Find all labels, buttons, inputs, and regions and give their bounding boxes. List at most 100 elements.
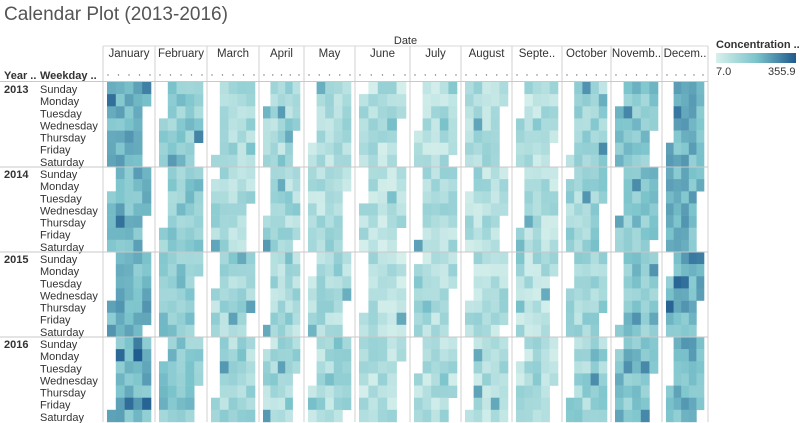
heatmap-cell (133, 312, 143, 326)
heatmap-cell (124, 215, 134, 228)
heatmap-cell (414, 397, 423, 411)
heatmap-cell (422, 397, 432, 411)
heatmap-cell (623, 142, 633, 156)
heatmap-cell (387, 118, 397, 131)
heatmap-cell (211, 191, 221, 204)
heatmap-cell (368, 179, 379, 192)
weekday-label: Wednesday (40, 375, 98, 387)
heatmap-cell (263, 385, 271, 398)
heatmap-cell (473, 142, 483, 156)
heatmap-cell (359, 385, 369, 398)
heatmap-cell (490, 154, 500, 168)
heatmap-cell (490, 361, 500, 374)
week-tick-dot (117, 74, 120, 76)
heatmap-cell (285, 288, 293, 301)
heatmap-cell (270, 337, 279, 350)
heatmap-cell (696, 94, 705, 107)
heatmap-cell (292, 276, 301, 289)
heatmap-cell (368, 264, 379, 277)
heatmap-cell (566, 215, 575, 228)
heatmap-cell (598, 373, 608, 386)
heatmap-cell (490, 276, 500, 289)
heatmap-cell (448, 337, 458, 350)
heatmap-cell (582, 191, 591, 204)
heatmap-cell (325, 373, 335, 386)
heatmap-cell (387, 264, 397, 277)
heatmap-cell (316, 288, 326, 301)
heatmap-cells (107, 82, 705, 423)
heatmap-cell (377, 239, 388, 253)
heatmap-cell (532, 397, 542, 411)
heatmap-cell (524, 82, 534, 95)
month-label: February (158, 48, 204, 60)
heatmap-cell (681, 94, 690, 107)
heatmap-cell (566, 203, 575, 216)
heatmap-cell (574, 179, 583, 192)
heatmap-cell (285, 337, 293, 350)
week-tick-dot (646, 74, 648, 76)
heatmap-cell (623, 215, 633, 228)
heatmap-cell (377, 409, 388, 423)
heatmap-cell (194, 361, 204, 374)
heatmap-cell (124, 324, 134, 338)
weekday-label: Sunday (40, 254, 78, 266)
heatmap-cell (465, 106, 474, 119)
heatmap-cell (325, 312, 335, 326)
heatmap-cell (590, 239, 600, 253)
week-tick-dot (576, 74, 578, 76)
heatmap-cell (688, 167, 697, 180)
heatmap-cell (673, 276, 682, 289)
heatmap-cell (237, 409, 247, 423)
heatmap-cell (632, 349, 642, 362)
heatmap-cell (342, 142, 352, 156)
weekday-label: Saturday (40, 242, 85, 254)
heatmap-cell (640, 409, 650, 423)
heatmap-cell (590, 118, 600, 131)
heatmap-cell (439, 373, 449, 386)
heatmap-cell (237, 349, 247, 362)
heatmap-cell (107, 191, 117, 204)
heatmap-cell (465, 191, 474, 204)
heatmap-cell (541, 312, 550, 326)
heatmap-cell (524, 264, 534, 277)
weekday-label: Friday (40, 145, 71, 157)
heatmap-cell (333, 385, 343, 398)
heatmap-cell (246, 191, 256, 204)
week-tick-dot (635, 74, 638, 76)
heatmap-cell (342, 397, 352, 411)
heatmap-cell (640, 324, 650, 338)
heatmap-cell (473, 264, 483, 277)
heatmap-cell (590, 300, 600, 313)
heatmap-cell (316, 142, 326, 156)
heatmap-cell (574, 361, 583, 374)
heatmap-cell (124, 154, 134, 168)
week-tick-dot (159, 74, 161, 76)
weekday-label: Tuesday (40, 193, 82, 205)
heatmap-cell (482, 215, 492, 228)
heatmap-cell (623, 94, 633, 107)
heatmap-cell (448, 94, 458, 107)
heatmap-cell (133, 349, 143, 362)
heatmap-cell (649, 300, 659, 313)
heatmap-cell (696, 337, 705, 350)
heatmap-cell (263, 373, 271, 386)
heatmap-cell (632, 312, 642, 326)
heatmap-cell (566, 300, 575, 313)
heatmap-cell (211, 203, 221, 216)
heatmap-cell (439, 409, 449, 423)
heatmap-cell (473, 324, 483, 338)
heatmap-cell (574, 203, 583, 216)
legend-min-label: 7.0 (716, 66, 732, 78)
heatmap-cell (688, 337, 697, 350)
week-tick-dot (506, 74, 508, 76)
heatmap-cell (133, 288, 143, 301)
heatmap-cell (673, 385, 682, 398)
heatmap-cell (439, 203, 449, 216)
heatmap-cell (115, 167, 125, 180)
heatmap-cell (632, 276, 642, 289)
heatmap-cell (516, 239, 525, 253)
heatmap-cell (159, 239, 169, 253)
heatmap-cell (516, 324, 525, 338)
heatmap-cell (124, 337, 134, 350)
heatmap-cell (124, 409, 134, 423)
